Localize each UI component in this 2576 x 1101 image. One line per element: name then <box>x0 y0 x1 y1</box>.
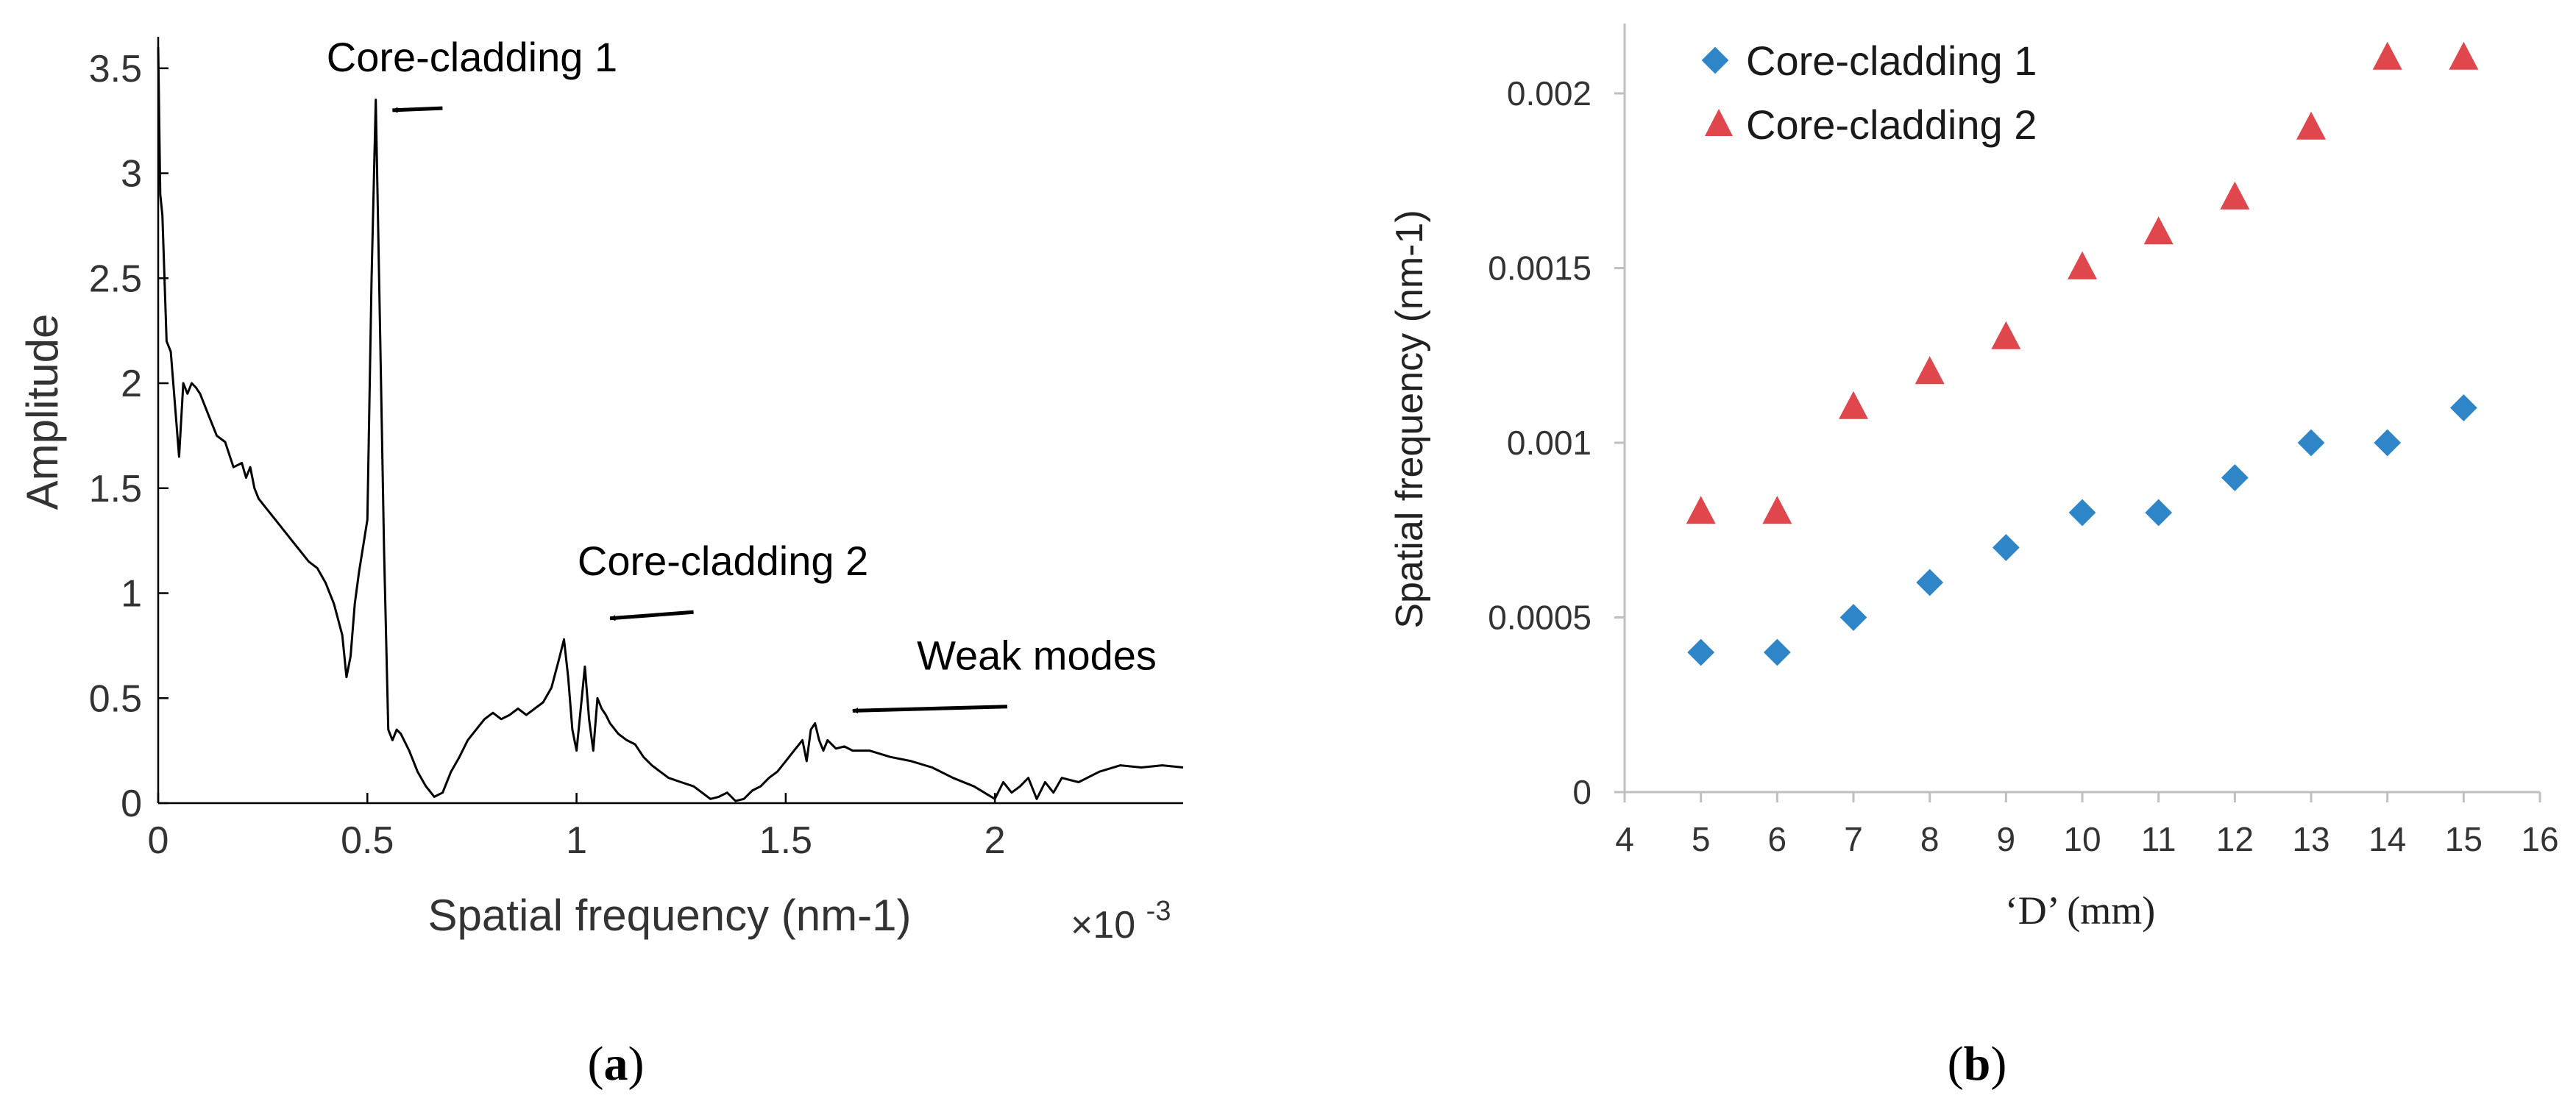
data-point-core-cladding-1 <box>2068 499 2096 527</box>
panel-a-x-tick-label: 1.5 <box>759 819 812 862</box>
panel-b-x-tick-label: 10 <box>2063 820 2101 858</box>
data-point-core-cladding-2 <box>2143 216 2174 245</box>
data-point-core-cladding-2 <box>2296 111 2326 140</box>
panel-a-y-tick-label: 2 <box>121 363 142 405</box>
panel-b-caption: (b) <box>1948 1037 2007 1091</box>
panel-b-caption-open: ( <box>1948 1037 1964 1091</box>
legend-marker-core-cladding-1 <box>1701 46 1729 74</box>
panel-a-x-tick-label: 0 <box>148 819 169 862</box>
panel-b-x-tick-label: 11 <box>2141 820 2176 858</box>
panel-b-x-tick-label: 7 <box>1844 820 1863 858</box>
annotation-label: Core-cladding 1 <box>327 34 617 80</box>
annotation-arrow <box>391 106 443 113</box>
panel-b-x-tick-label: 8 <box>1920 820 1940 858</box>
panel-a-axes <box>157 37 1183 805</box>
panel-b-y-axis-label: Spatial frequency (nm-1) <box>1388 210 1431 628</box>
panel-b-caption-letter: b <box>1964 1037 1991 1091</box>
panel-b-x-tick-label: 15 <box>2445 820 2483 858</box>
panel-a-y-axis-label: Amplitude <box>18 314 67 510</box>
panel-a-y-tick-label: 2.5 <box>89 257 142 300</box>
panel-b-points <box>1686 41 2479 666</box>
data-point-core-cladding-1 <box>1839 604 1867 631</box>
data-point-core-cladding-2 <box>2449 41 2479 70</box>
panel-b-x-tick-label: 16 <box>2521 820 2558 858</box>
data-point-core-cladding-1 <box>2374 429 2402 457</box>
panel-b-x-tick-label: 5 <box>1692 820 1711 858</box>
annotation-arrow <box>852 705 1008 714</box>
panel-b-x-tick-label: 9 <box>1997 820 2016 858</box>
data-point-core-cladding-1 <box>2449 394 2477 421</box>
panel-b-ticks: 4 5 6 7 8 9 10 11 12 13 14 15 16 0 0.0005 0.001 0.0015 0.… <box>1488 74 2558 858</box>
data-point-core-cladding-2 <box>2220 181 2250 210</box>
data-point-core-cladding-2 <box>2372 41 2402 70</box>
data-point-core-cladding-2 <box>1915 356 1945 385</box>
legend: Core-cladding 1 Core-cladding 2 <box>1701 38 2037 148</box>
panel-b-x-tick-label: 12 <box>2216 820 2254 858</box>
panel-a-annotations: Core-cladding 1 Core-cladding 2 Weak modes <box>327 34 1157 714</box>
panel-a-caption-close: ) <box>628 1037 645 1091</box>
panel-a-y-tick-label: 3.5 <box>89 48 142 90</box>
annotation-label: Weak modes <box>917 633 1157 679</box>
panel-b-y-tick-label: 0.0005 <box>1488 599 1592 637</box>
data-point-core-cladding-2 <box>1762 496 1792 524</box>
panel-a-x-axis-label: Spatial frequency (nm-1) <box>428 891 912 940</box>
panel-a-y-tick-label: 0 <box>121 783 142 825</box>
panel-b-y-tick-label: 0.001 <box>1507 424 1592 462</box>
panel-a-caption-letter: a <box>604 1037 628 1091</box>
panel-b-x-tick-label: 14 <box>2369 820 2406 858</box>
data-point-core-cladding-1 <box>1916 569 1944 596</box>
panel-a-y-tick-label: 0.5 <box>89 677 142 720</box>
panel-b-caption-close: ) <box>1990 1037 2006 1091</box>
panel-a-caption: (a) <box>588 1037 645 1091</box>
legend-marker-core-cladding-2 <box>1705 109 1733 136</box>
data-point-core-cladding-1 <box>2297 429 2325 457</box>
data-point-core-cladding-1 <box>1763 638 1791 666</box>
panel-a-ticks: 0 0.5 1 1.5 2 0 0.5 1 1.5 2 2.5 3 3.5 <box>89 48 1006 862</box>
data-point-core-cladding-1 <box>1992 534 2020 561</box>
data-point-core-cladding-1 <box>1687 638 1715 666</box>
legend-label-core-cladding-2: Core-cladding 2 <box>1746 101 2037 148</box>
data-point-core-cladding-2 <box>1839 391 1868 419</box>
panel-a-x-multiplier: ×10 -3 <box>1071 896 1171 947</box>
panel-b-scatter-chart: 4 5 6 7 8 9 10 11 12 13 14 15 16 0 0.0005 0.001 0.0015 0.… <box>1388 24 2559 1091</box>
annotation-label: Core-cladding 2 <box>578 538 868 584</box>
panel-a-x-tick-label: 1 <box>566 819 587 862</box>
panel-b-y-tick-label: 0.0015 <box>1488 249 1592 288</box>
panel-a-y-tick-label: 1.5 <box>89 468 142 510</box>
panel-b-x-tick-label: 6 <box>1768 820 1787 858</box>
data-point-core-cladding-1 <box>2221 464 2249 491</box>
panel-a-x-tick-label: 0.5 <box>341 819 394 862</box>
panel-a-x-multiplier-exp: -3 <box>1146 896 1171 927</box>
panel-b-y-tick-label: 0.002 <box>1507 74 1592 113</box>
panel-a-caption-open: ( <box>588 1037 604 1091</box>
data-point-core-cladding-1 <box>2145 499 2173 527</box>
panel-a-spectrum-line <box>157 47 1184 802</box>
panel-a-y-tick-label: 3 <box>121 153 142 196</box>
panel-a-x-multiplier-base: ×10 <box>1071 904 1135 947</box>
data-point-core-cladding-2 <box>2068 251 2097 279</box>
data-point-core-cladding-2 <box>1991 321 2021 349</box>
panel-b-x-tick-label: 13 <box>2292 820 2330 858</box>
panel-b-x-axis-label: ‘D’ (mm) <box>2005 888 2155 933</box>
data-point-core-cladding-2 <box>1686 496 1716 524</box>
panel-a-x-tick-label: 2 <box>984 819 1006 862</box>
annotation-arrow <box>609 610 694 621</box>
panel-a-y-tick-label: 1 <box>121 573 142 616</box>
legend-label-core-cladding-1: Core-cladding 1 <box>1746 38 2037 84</box>
panel-b-x-tick-label: 4 <box>1615 820 1634 858</box>
panel-b-y-tick-label: 0 <box>1572 773 1592 811</box>
panel-a-line-chart: 0 0.5 1 1.5 2 0 0.5 1 1.5 2 2.5 3 3.5 Core-cladding … <box>18 34 1184 1091</box>
